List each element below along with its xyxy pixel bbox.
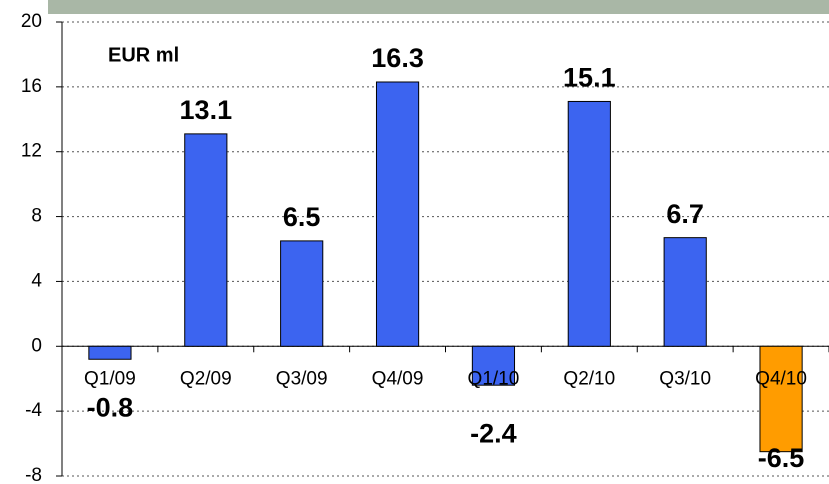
x-tick-label: Q1/09: [84, 368, 136, 389]
value-label: 15.1: [563, 63, 616, 93]
value-label: 13.1: [180, 95, 233, 125]
x-tick-label: Q2/10: [563, 368, 615, 389]
x-tick-label: Q4/09: [372, 368, 424, 389]
bar: [280, 240, 324, 347]
bar: [471, 345, 516, 386]
x-tick-label: Q1/10: [468, 368, 520, 389]
y-tick-label: 16: [21, 76, 42, 97]
value-label: -2.4: [470, 418, 517, 448]
bar: [88, 345, 132, 360]
annotation: EUR ml: [108, 44, 179, 66]
header-band: [48, 0, 829, 14]
value-label: 6.5: [283, 202, 321, 232]
bar: [567, 100, 611, 347]
value-label: -0.8: [87, 392, 134, 422]
y-tick-label: -8: [25, 465, 42, 484]
x-tick-label: Q3/10: [659, 368, 711, 389]
bar: [759, 345, 803, 453]
y-tick-label: 0: [31, 335, 42, 356]
y-tick-label: 4: [31, 270, 42, 291]
value-label: 6.7: [666, 199, 704, 229]
value-label: -6.5: [758, 443, 805, 473]
y-tick-label: 20: [21, 11, 42, 32]
bar: [663, 237, 707, 347]
value-label: 16.3: [371, 43, 424, 73]
x-tick-label: Q3/09: [276, 368, 328, 389]
bar: [184, 133, 228, 347]
y-tick-label: 8: [31, 206, 42, 227]
y-tick-label: -4: [25, 400, 42, 421]
x-tick-label: Q2/09: [180, 368, 232, 389]
y-tick-label: 12: [21, 141, 42, 162]
x-tick-label: Q4/10: [755, 368, 807, 389]
bar: [375, 81, 420, 347]
